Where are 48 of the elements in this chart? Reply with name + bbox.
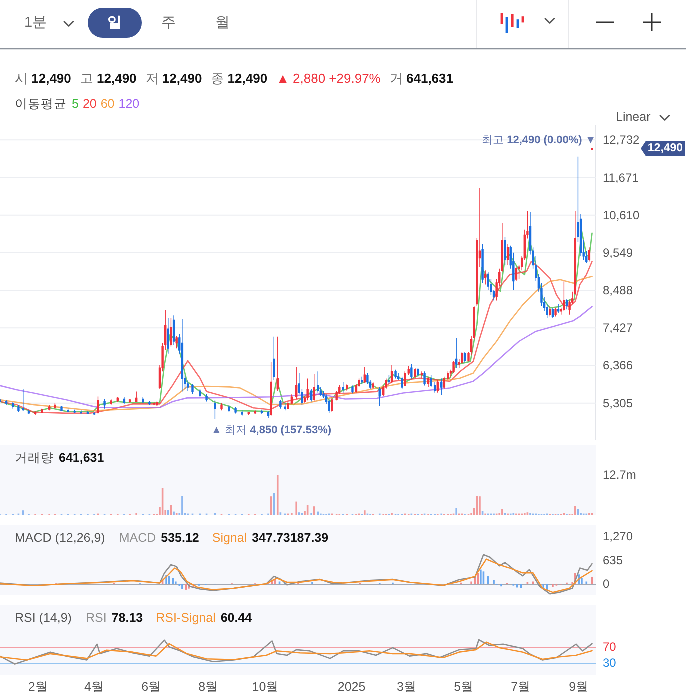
legend: 이동평균 5 20 60 120 (15, 97, 140, 111)
text: 641,631 (59, 451, 104, 465)
x-tick-label: 7월 (511, 680, 532, 694)
y-tick-label: 70 (603, 640, 617, 654)
x-tick-label: 4월 (84, 680, 104, 694)
y-tick-label: 8,488 (603, 284, 634, 298)
y-tick-label: 7,427 (603, 321, 634, 336)
y-tick-label: 11,671 (603, 170, 640, 185)
annotation: ▲ 최저 4,850 (157.53%) (211, 424, 332, 436)
chart-title: 거래량 (15, 451, 54, 465)
x-tick-label: 8월 (198, 680, 219, 694)
x-tick-label: 9월 (569, 680, 590, 694)
text: 시 12,490 (15, 70, 72, 86)
text: RSI (86, 611, 107, 625)
x-tick-label: 5월 (454, 680, 474, 694)
text: 주 (162, 15, 176, 31)
text: 종 12,490 (211, 70, 268, 86)
y-tick-label: 0 (603, 576, 610, 591)
legend: MACD 535.12 Signal 347.73187.39 (119, 531, 329, 545)
y-tick-label: 6,366 (603, 358, 634, 373)
x-tick-label: 3월 (397, 680, 417, 694)
text: 78.13 (112, 611, 144, 625)
text: ▲ 2,880 +29.97% (276, 70, 382, 86)
x-tick-label: 2025 (338, 680, 366, 694)
price-tag: 12,490 (641, 141, 685, 156)
text: RSI-Signal (156, 611, 216, 625)
text: 1분 (24, 15, 48, 31)
y-tick-label: 9,549 (603, 246, 634, 260)
text: RSI (14,9) (15, 611, 72, 625)
y-tick-label: 1,270 (603, 530, 634, 544)
text: 저 12,490 (146, 70, 202, 86)
y-tick-label: 635 (603, 553, 624, 568)
text: 60.44 (220, 611, 252, 625)
y-tick-label: 10,610 (603, 208, 640, 222)
text: MACD (12,26,9) (15, 531, 106, 545)
text: 거 641,631 (390, 70, 454, 86)
text: Linear (616, 110, 651, 124)
y-tick-label: 5,305 (603, 396, 634, 410)
text: 고 12,490 (80, 70, 137, 86)
x-tick-label: 2월 (28, 680, 48, 694)
annotation: 최고 12,490 (0.00%) ▼ (482, 134, 596, 147)
x-tick-label: 10월 (252, 680, 280, 694)
x-tick-label: 6월 (142, 680, 162, 694)
y-tick-label: 12,732 (603, 133, 640, 148)
button-selected: 일 (88, 8, 142, 38)
y-tick-label: 30 (603, 656, 617, 670)
text: 월 (216, 15, 230, 31)
text: 12.7m (603, 468, 636, 482)
